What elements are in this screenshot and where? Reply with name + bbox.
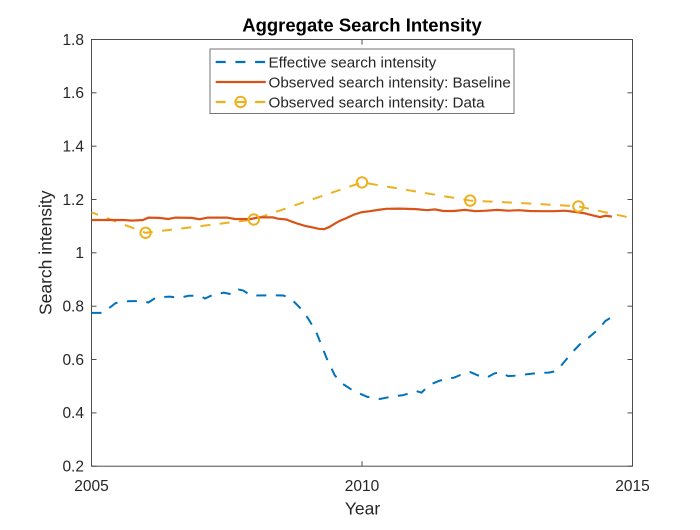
svg-text:2010: 2010 (345, 478, 380, 495)
svg-text:1.8: 1.8 (62, 32, 84, 49)
svg-text:Search intensity: Search intensity (35, 190, 55, 315)
svg-text:Aggregate Search Intensity: Aggregate Search Intensity (242, 14, 482, 35)
svg-text:0.4: 0.4 (62, 405, 84, 422)
svg-text:1: 1 (75, 245, 84, 262)
svg-text:0.8: 0.8 (62, 299, 84, 316)
svg-text:Effective search intensity: Effective search intensity (269, 55, 437, 72)
svg-text:1.4: 1.4 (62, 139, 84, 156)
svg-text:Year: Year (345, 499, 381, 519)
svg-text:1.6: 1.6 (62, 85, 84, 102)
svg-text:0.6: 0.6 (62, 352, 84, 369)
svg-text:0.2: 0.2 (62, 459, 84, 476)
svg-text:Observed search intensity: Bas: Observed search intensity: Baseline (269, 74, 511, 91)
svg-text:Observed search intensity: Dat: Observed search intensity: Data (269, 94, 486, 111)
svg-text:2005: 2005 (74, 478, 108, 495)
svg-text:1.2: 1.2 (62, 192, 84, 209)
svg-text:2015: 2015 (615, 478, 649, 495)
